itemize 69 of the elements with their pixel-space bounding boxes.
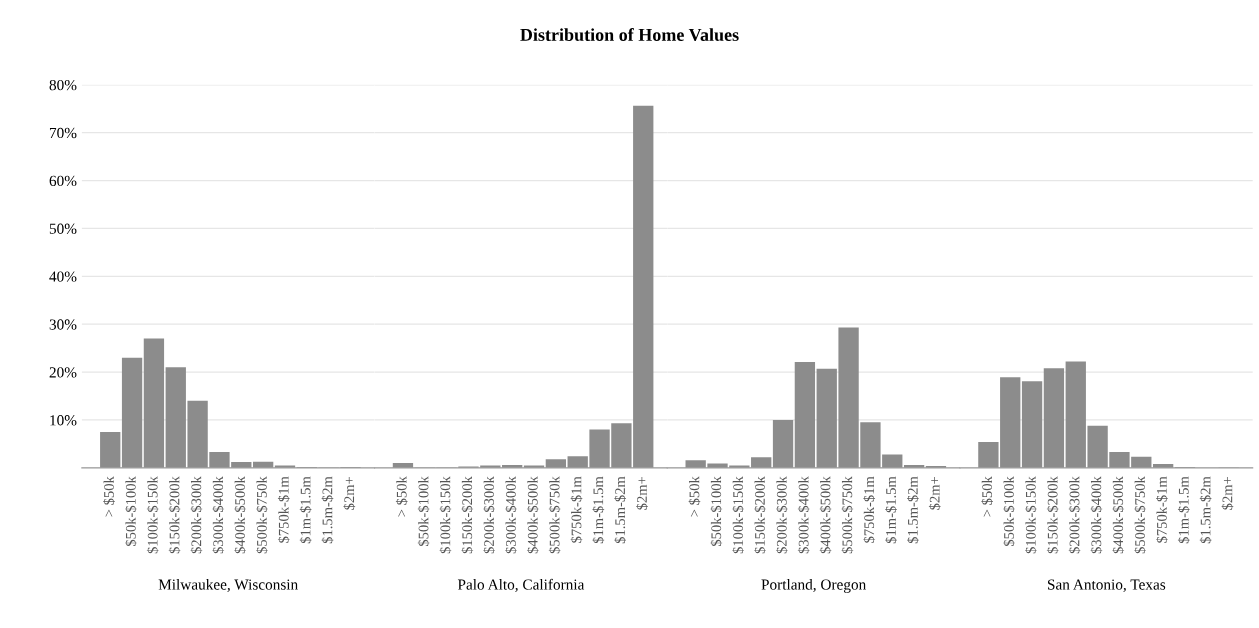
x-tick-label: $150k-$200k: [754, 476, 766, 554]
x-axis-title: Portland, Oregon: [761, 578, 867, 593]
x-tick-label: $2m+: [1221, 476, 1234, 510]
y-tick-label: 20%: [49, 367, 77, 378]
x-tick-label: $1m-$1.5m: [885, 476, 897, 544]
bar: [1043, 368, 1065, 468]
bar: [100, 431, 121, 468]
x-tick-label: $400k-$500k: [1112, 476, 1125, 554]
x-tick-label: $150k-$200k: [168, 476, 181, 554]
bar: [1021, 381, 1043, 468]
x-tick-label: $2m+: [343, 476, 356, 510]
x-tick-label: > $50k: [103, 476, 115, 517]
bar: [121, 357, 143, 468]
x-axis-title: San Antonio, Texas: [1047, 579, 1166, 592]
x-tick-label: $2m+: [928, 476, 941, 510]
x-tick-label: $100k-$150k: [146, 476, 159, 554]
x-tick-label: $500k-$750k: [548, 476, 561, 554]
y-tick-label: 80%: [49, 79, 77, 91]
x-tick-label: $500k-$750k: [1134, 476, 1146, 554]
x-tick-label: $100k-$150k: [732, 476, 744, 554]
x-tick-label: $750k-$1m: [1156, 476, 1168, 543]
x-tick-label: $300k-$400k: [797, 476, 810, 554]
bar: [143, 338, 165, 468]
y-tick-label: 10%: [50, 415, 77, 426]
x-tick-label: $300k-$400k: [505, 476, 517, 554]
x-tick-label: $50k-$100k: [710, 476, 723, 547]
x-tick-label: $400k-$500k: [234, 476, 246, 554]
x-tick-label: $150k-$200k: [461, 476, 474, 554]
x-tick-label: $1.5m-$2m: [1199, 476, 1212, 544]
x-tick-label: $500k-$750k: [841, 476, 854, 554]
x-tick-label: $400k-$500k: [819, 476, 832, 554]
x-tick-label: $1m-$1.5m: [592, 476, 605, 544]
y-tick-label: 40%: [49, 271, 77, 282]
y-tick-label: 60%: [49, 175, 77, 187]
x-tick-label: $200k-$300k: [190, 476, 203, 554]
x-tick-label: $500k-$750k: [256, 476, 268, 554]
x-tick-label: $1.5m-$2m: [907, 476, 919, 544]
x-tick-label: $50k-$100k: [125, 476, 137, 547]
bar: [545, 459, 567, 468]
chart-title: Distribution of Home Values: [520, 28, 739, 42]
y-tick-label: 70%: [49, 127, 77, 139]
x-tick-label: > $50k: [395, 476, 408, 517]
x-tick-label: $750k-$1m: [570, 476, 583, 543]
x-tick-label: $100k-$150k: [1025, 476, 1037, 554]
y-tick-label: 30%: [49, 319, 77, 330]
bar: [772, 419, 794, 468]
y-tick-label: 50%: [49, 223, 77, 234]
x-tick-label: $1m-$1.5m: [1177, 476, 1190, 544]
x-tick-label: $750k-$1m: [277, 476, 290, 543]
x-tick-label: $1.5m-$2m: [614, 476, 627, 544]
x-tick-label: > $50k: [688, 476, 701, 517]
x-tick-label: > $50k: [981, 476, 993, 517]
x-tick-label: $50k-$100k: [417, 476, 430, 547]
x-axis-title: Milwaukee, Wisconsin: [158, 578, 298, 592]
x-tick-label: $1.5m-$2m: [321, 476, 334, 544]
x-tick-label: $300k-$400k: [1090, 476, 1103, 554]
x-axis-title: Palo Alto, California: [457, 578, 585, 592]
x-tick-label: $2m+: [636, 476, 648, 510]
x-tick-label: $300k-$400k: [212, 476, 225, 554]
x-tick-label: $200k-$300k: [775, 476, 788, 554]
x-tick-label: $200k-$300k: [483, 476, 495, 554]
bar: [794, 362, 816, 468]
x-tick-label: $150k-$200k: [1046, 476, 1059, 554]
x-tick-label: $200k-$300k: [1068, 476, 1081, 554]
x-tick-label: $750k-$1m: [863, 476, 876, 543]
x-tick-label: $400k-$500k: [526, 476, 539, 554]
x-tick-label: $1m-$1.5m: [299, 476, 312, 544]
x-tick-label: $100k-$150k: [439, 476, 452, 554]
x-tick-label: $50k-$100k: [1003, 476, 1015, 547]
